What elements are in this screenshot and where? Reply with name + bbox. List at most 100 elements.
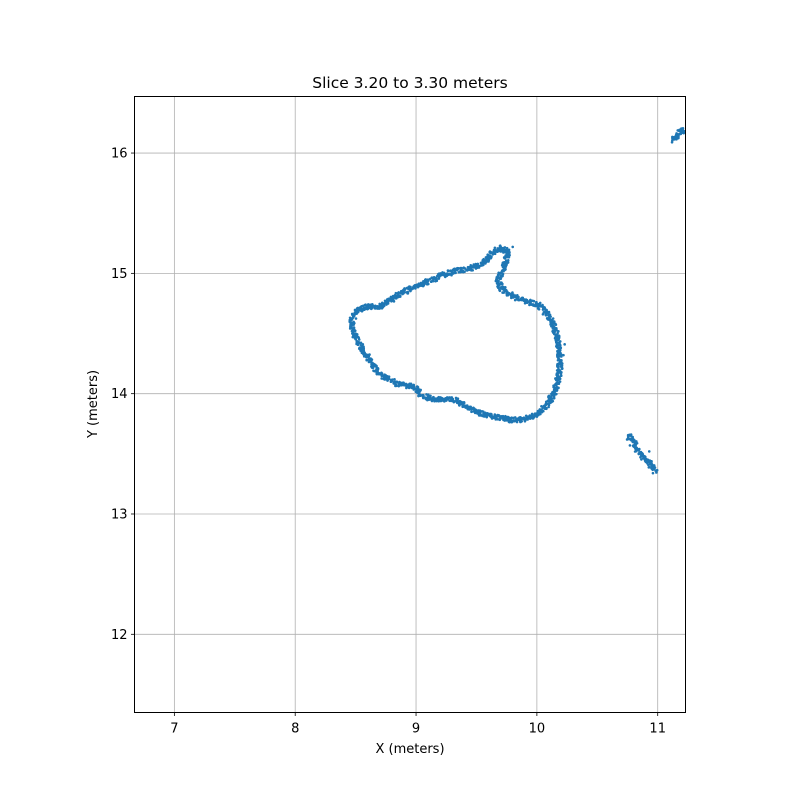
data-point — [366, 303, 370, 306]
data-point — [403, 288, 407, 291]
data-point — [429, 396, 432, 400]
data-point — [454, 396, 458, 400]
data-point — [446, 397, 450, 400]
x-tick-label: 9 — [412, 722, 420, 737]
data-point — [442, 274, 446, 277]
data-point — [357, 338, 361, 341]
data-point — [498, 417, 502, 421]
data-point — [507, 248, 511, 252]
data-point — [553, 389, 556, 392]
data-point — [425, 393, 428, 396]
data-point — [532, 303, 536, 307]
data-point — [551, 390, 554, 394]
data-point — [470, 265, 473, 268]
data-point — [507, 252, 511, 255]
data-point — [555, 379, 559, 383]
data-point — [417, 388, 420, 392]
data-point — [389, 295, 393, 299]
data-point — [559, 365, 563, 368]
data-point — [650, 464, 653, 468]
data-point — [557, 334, 561, 338]
data-point — [511, 245, 515, 249]
data-point — [457, 267, 460, 270]
data-point — [673, 135, 677, 139]
data-point — [526, 418, 529, 421]
data-point — [547, 310, 551, 314]
data-point — [644, 457, 648, 461]
data-point — [519, 420, 522, 424]
data-point — [529, 300, 532, 303]
data-point — [460, 269, 464, 273]
data-point — [545, 402, 548, 405]
data-point — [362, 355, 366, 358]
data-point — [408, 382, 411, 386]
data-point — [448, 399, 452, 403]
data-point — [554, 383, 558, 386]
data-point — [499, 287, 503, 290]
data-point — [522, 416, 526, 419]
data-point — [536, 302, 540, 306]
data-point — [431, 279, 435, 283]
data-point — [499, 415, 503, 418]
data-point — [377, 372, 381, 376]
data-point — [534, 302, 538, 306]
y-tick-label: 14 — [111, 387, 128, 402]
data-point — [556, 354, 559, 357]
data-point — [356, 340, 360, 344]
data-point — [510, 419, 513, 422]
data-point — [390, 379, 394, 383]
data-point — [365, 358, 369, 362]
data-point — [553, 329, 556, 332]
data-point — [626, 433, 630, 437]
data-point — [556, 358, 560, 362]
data-point — [648, 465, 651, 469]
data-point — [389, 298, 393, 301]
data-point — [359, 306, 363, 309]
data-point — [404, 382, 408, 386]
data-point — [675, 134, 678, 137]
data-point — [394, 291, 398, 295]
data-point — [626, 437, 630, 440]
data-point — [551, 317, 555, 320]
data-point — [640, 453, 643, 457]
data-point — [552, 394, 556, 398]
data-point — [503, 248, 507, 252]
data-point — [556, 365, 560, 369]
data-point — [522, 299, 526, 302]
data-point — [437, 399, 441, 403]
data-point — [547, 405, 550, 409]
data-point — [558, 354, 562, 358]
data-point — [523, 420, 527, 423]
data-point — [445, 272, 449, 275]
data-point — [372, 369, 375, 372]
data-point — [502, 291, 506, 294]
data-point — [397, 384, 401, 388]
data-point — [552, 320, 556, 323]
data-point — [681, 127, 685, 130]
data-point — [472, 406, 475, 410]
data-point — [507, 291, 511, 295]
data-point — [452, 267, 456, 271]
data-point — [357, 308, 361, 312]
data-point — [501, 282, 504, 286]
data-point — [350, 324, 354, 327]
data-point — [432, 396, 435, 399]
data-point — [467, 406, 471, 409]
data-point — [392, 299, 395, 303]
data-point — [560, 362, 564, 365]
data-point — [455, 400, 458, 403]
data-point — [677, 135, 680, 139]
data-point — [678, 132, 681, 136]
data-point — [548, 398, 552, 401]
data-point — [640, 458, 643, 461]
data-point — [497, 276, 500, 279]
data-point — [465, 405, 469, 408]
chart-title: Slice 3.20 to 3.30 meters — [312, 74, 508, 92]
data-point — [634, 443, 637, 447]
data-point — [378, 306, 381, 310]
data-point — [391, 296, 395, 300]
data-point — [472, 263, 476, 266]
data-point — [366, 355, 370, 359]
data-point — [398, 294, 402, 298]
data-point — [383, 299, 387, 303]
